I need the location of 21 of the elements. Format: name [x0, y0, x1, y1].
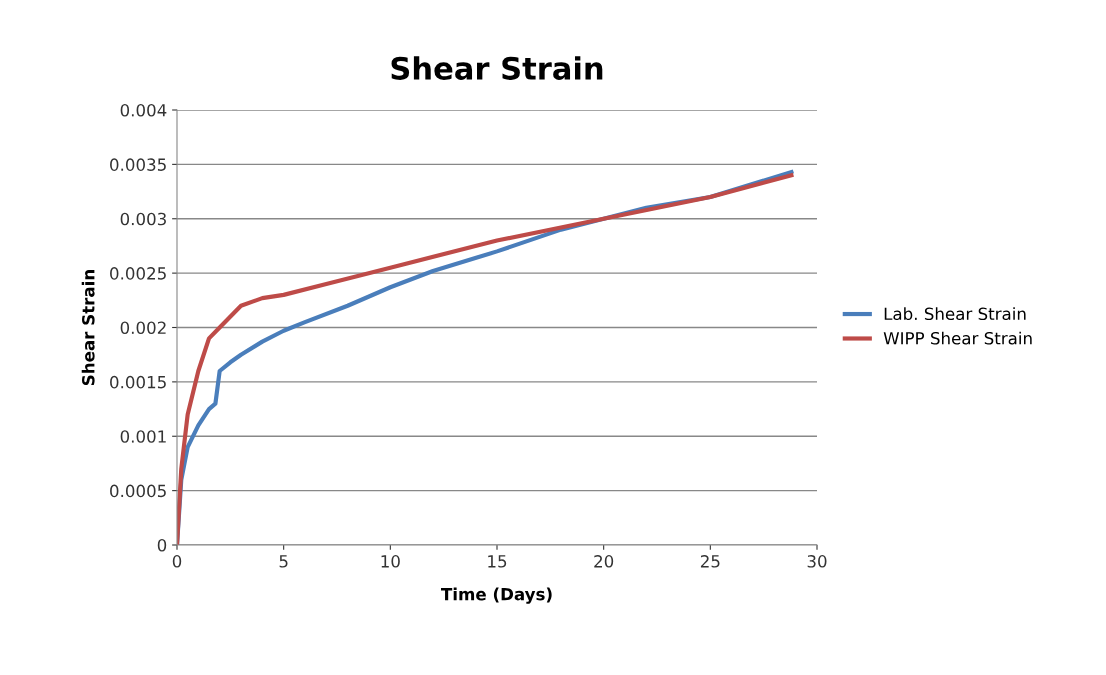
y-axis-title: Shear Strain [81, 270, 95, 386]
y-tick-label: 0.002 [120, 321, 166, 335]
legend-label: Lab. Shear Strain [884, 307, 1026, 321]
x-tick-label: 15 [488, 555, 507, 568]
y-tick-label: 0.0015 [110, 375, 166, 389]
y-tick-label: 0.003 [120, 212, 166, 226]
chart-title: Shear Strain [391, 56, 603, 80]
x-tick-label: 25 [700, 555, 720, 568]
y-tick-label: 0.0025 [110, 267, 166, 280]
x-tick-label: 0 [172, 555, 182, 568]
x-tick-label: 10 [381, 555, 400, 568]
y-tick-label: 0.004 [120, 103, 167, 117]
x-tick-label: 20 [594, 555, 614, 568]
y-tick-label: 0 [157, 538, 167, 552]
y-tick-label: 0.001 [120, 430, 166, 443]
y-tick-label: 0.0035 [110, 158, 166, 171]
x-tick-label: 5 [279, 555, 288, 568]
x-axis-title: Time (Days) [441, 587, 552, 604]
y-tick-label: 0.0005 [110, 484, 166, 498]
legend-label: WIPP Shear Strain [883, 331, 1032, 345]
x-tick-label: 30 [807, 555, 827, 568]
